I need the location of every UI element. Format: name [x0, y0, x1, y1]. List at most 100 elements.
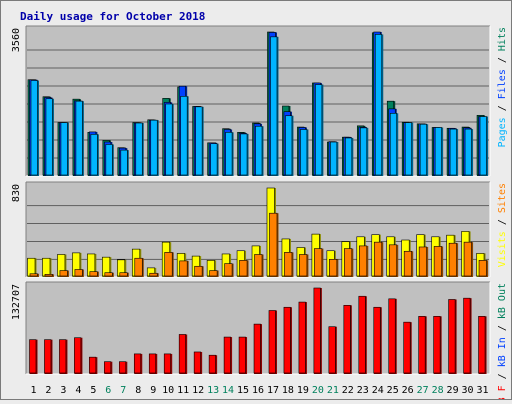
bar-hits-pages: [479, 116, 489, 176]
legend-separator: /: [497, 319, 508, 337]
legend-kbytes: kB F / kB In / kB Out: [497, 283, 508, 399]
bar-visits-sites: [119, 272, 129, 277]
bar-hits-pages-face: [479, 116, 487, 176]
bar-visits-sites: [209, 270, 219, 277]
bar-hits-pages: [359, 127, 369, 176]
bar-kbytes-kb-f: [433, 316, 442, 374]
bar-kbytes-kb-f: [119, 361, 128, 374]
bar-visits-sites: [254, 254, 264, 277]
bar-hits-pages: [330, 141, 339, 176]
bar-kbytes-kb-f-face: [59, 339, 67, 374]
bar-kbytes-kb-f-face: [418, 316, 426, 374]
bar-hits-pages: [75, 100, 84, 176]
bar-hits-pages: [60, 122, 69, 176]
x-tick-label: 8: [135, 385, 141, 396]
x-tick-label: 22: [342, 385, 354, 396]
bar-hits-pages-face: [255, 125, 263, 176]
x-tick-label: 27: [417, 385, 429, 396]
bar-hits-pages-face: [300, 129, 308, 176]
bar-kbytes-kb-f-face: [328, 326, 336, 374]
bar-kbytes-kb-f: [59, 339, 68, 374]
bar-kbytes-kb-f-face: [208, 354, 216, 374]
bar-hits-pages: [300, 129, 309, 176]
x-tick-label: 2: [45, 385, 51, 396]
bar-visits-sites: [388, 244, 399, 277]
bar-kbytes-kb-f: [163, 353, 173, 374]
bar-visits-sites-face: [44, 274, 53, 277]
bar-visits-visits-face: [27, 257, 36, 277]
max-label-visits: 830: [11, 184, 22, 202]
bar-kbytes-kb-f-face: [74, 337, 82, 374]
bar-kbytes-kb-f-face: [29, 339, 37, 374]
bar-hits-pages-face: [150, 119, 158, 176]
bar-kbytes-kb-f-face: [403, 321, 411, 374]
bar-visits-sites-face: [194, 265, 203, 277]
bar-visits-sites: [134, 257, 144, 277]
bar-hits-pages-face: [225, 132, 233, 176]
chart-title: Daily usage for October 2018: [20, 10, 205, 23]
bar-visits-sites: [418, 246, 429, 277]
bar-visits-sites: [373, 241, 384, 277]
bar-kbytes-kb-f: [418, 316, 427, 374]
bar-visits-sites-face: [418, 246, 427, 277]
bar-hits-pages-face: [434, 127, 442, 176]
bar-visits-sites: [403, 250, 414, 277]
bar-kbytes-kb-f: [268, 310, 277, 374]
bar-visits-sites-face: [373, 241, 383, 277]
bar-kbytes-kb-f: [478, 316, 487, 374]
bar-visits-sites-face: [74, 269, 83, 277]
bar-visits-sites: [269, 212, 279, 277]
x-tick-label: 25: [387, 385, 399, 396]
legend-entry: Pages: [497, 117, 508, 147]
bar-hits-pages-face: [270, 36, 278, 176]
x-tick-label: 10: [162, 385, 174, 396]
bar-hits-pages: [434, 127, 444, 176]
bar-hits-pages: [90, 134, 99, 176]
bar-hits-pages-face: [389, 113, 398, 176]
legend-visits: Visits / Sites: [497, 183, 508, 267]
bar-visits-sites: [74, 269, 84, 277]
bar-hits-pages-face: [404, 122, 412, 176]
bar-hits-pages-face: [75, 100, 83, 176]
bar-kbytes-kb-f-face: [163, 353, 172, 374]
bar-kbytes-kb-f-face: [478, 316, 486, 374]
bar-visits-sites: [179, 260, 189, 277]
bar-hits-pages-face: [285, 115, 293, 176]
bar-visits-sites: [149, 272, 159, 277]
bar-hits-pages-face: [345, 137, 353, 176]
bar-hits-pages: [180, 96, 189, 176]
bar-visits-sites: [104, 272, 114, 277]
bar-hits-pages: [225, 132, 234, 176]
x-tick-label: 16: [252, 385, 264, 396]
x-tick-label: 13: [207, 385, 219, 396]
bar-hits-pages-face: [210, 143, 218, 176]
bar-visits-sites: [478, 260, 489, 277]
bar-kbytes-kb-f-face: [358, 295, 366, 374]
x-tick-label: 1: [30, 385, 36, 396]
bar-hits-pages: [315, 84, 324, 176]
legend-entry: Hits: [497, 27, 508, 51]
bar-visits-sites: [44, 274, 54, 277]
bar-kbytes-kb-f-face: [133, 353, 142, 374]
x-tick-label: 5: [90, 385, 96, 396]
bar-hits-pages: [105, 144, 114, 176]
bar-hits-pages-face: [359, 127, 368, 176]
bar-visits-sites-face: [89, 271, 98, 277]
bar-kbytes-kb-f-face: [268, 310, 276, 374]
bar-visits-sites-face: [314, 248, 323, 277]
bar-kbytes-kb-f: [148, 353, 158, 374]
x-tick-label: 19: [297, 385, 309, 396]
bar-kbytes-kb-f-face: [313, 287, 321, 374]
bar-hits-pages: [419, 123, 429, 176]
bar-visits-visits-face: [42, 257, 51, 277]
bar-kbytes-kb-f: [74, 337, 83, 374]
x-tick-label: 23: [357, 385, 369, 396]
legend-hits: Pages / Files / Hits: [497, 27, 508, 147]
bar-kbytes-kb-f: [403, 321, 412, 374]
x-tick-label: 15: [237, 385, 249, 396]
bar-visits-sites-face: [329, 259, 338, 277]
bar-visits-sites-face: [358, 245, 368, 277]
bar-visits-sites: [358, 245, 369, 277]
x-tick-label: 3: [60, 385, 66, 396]
